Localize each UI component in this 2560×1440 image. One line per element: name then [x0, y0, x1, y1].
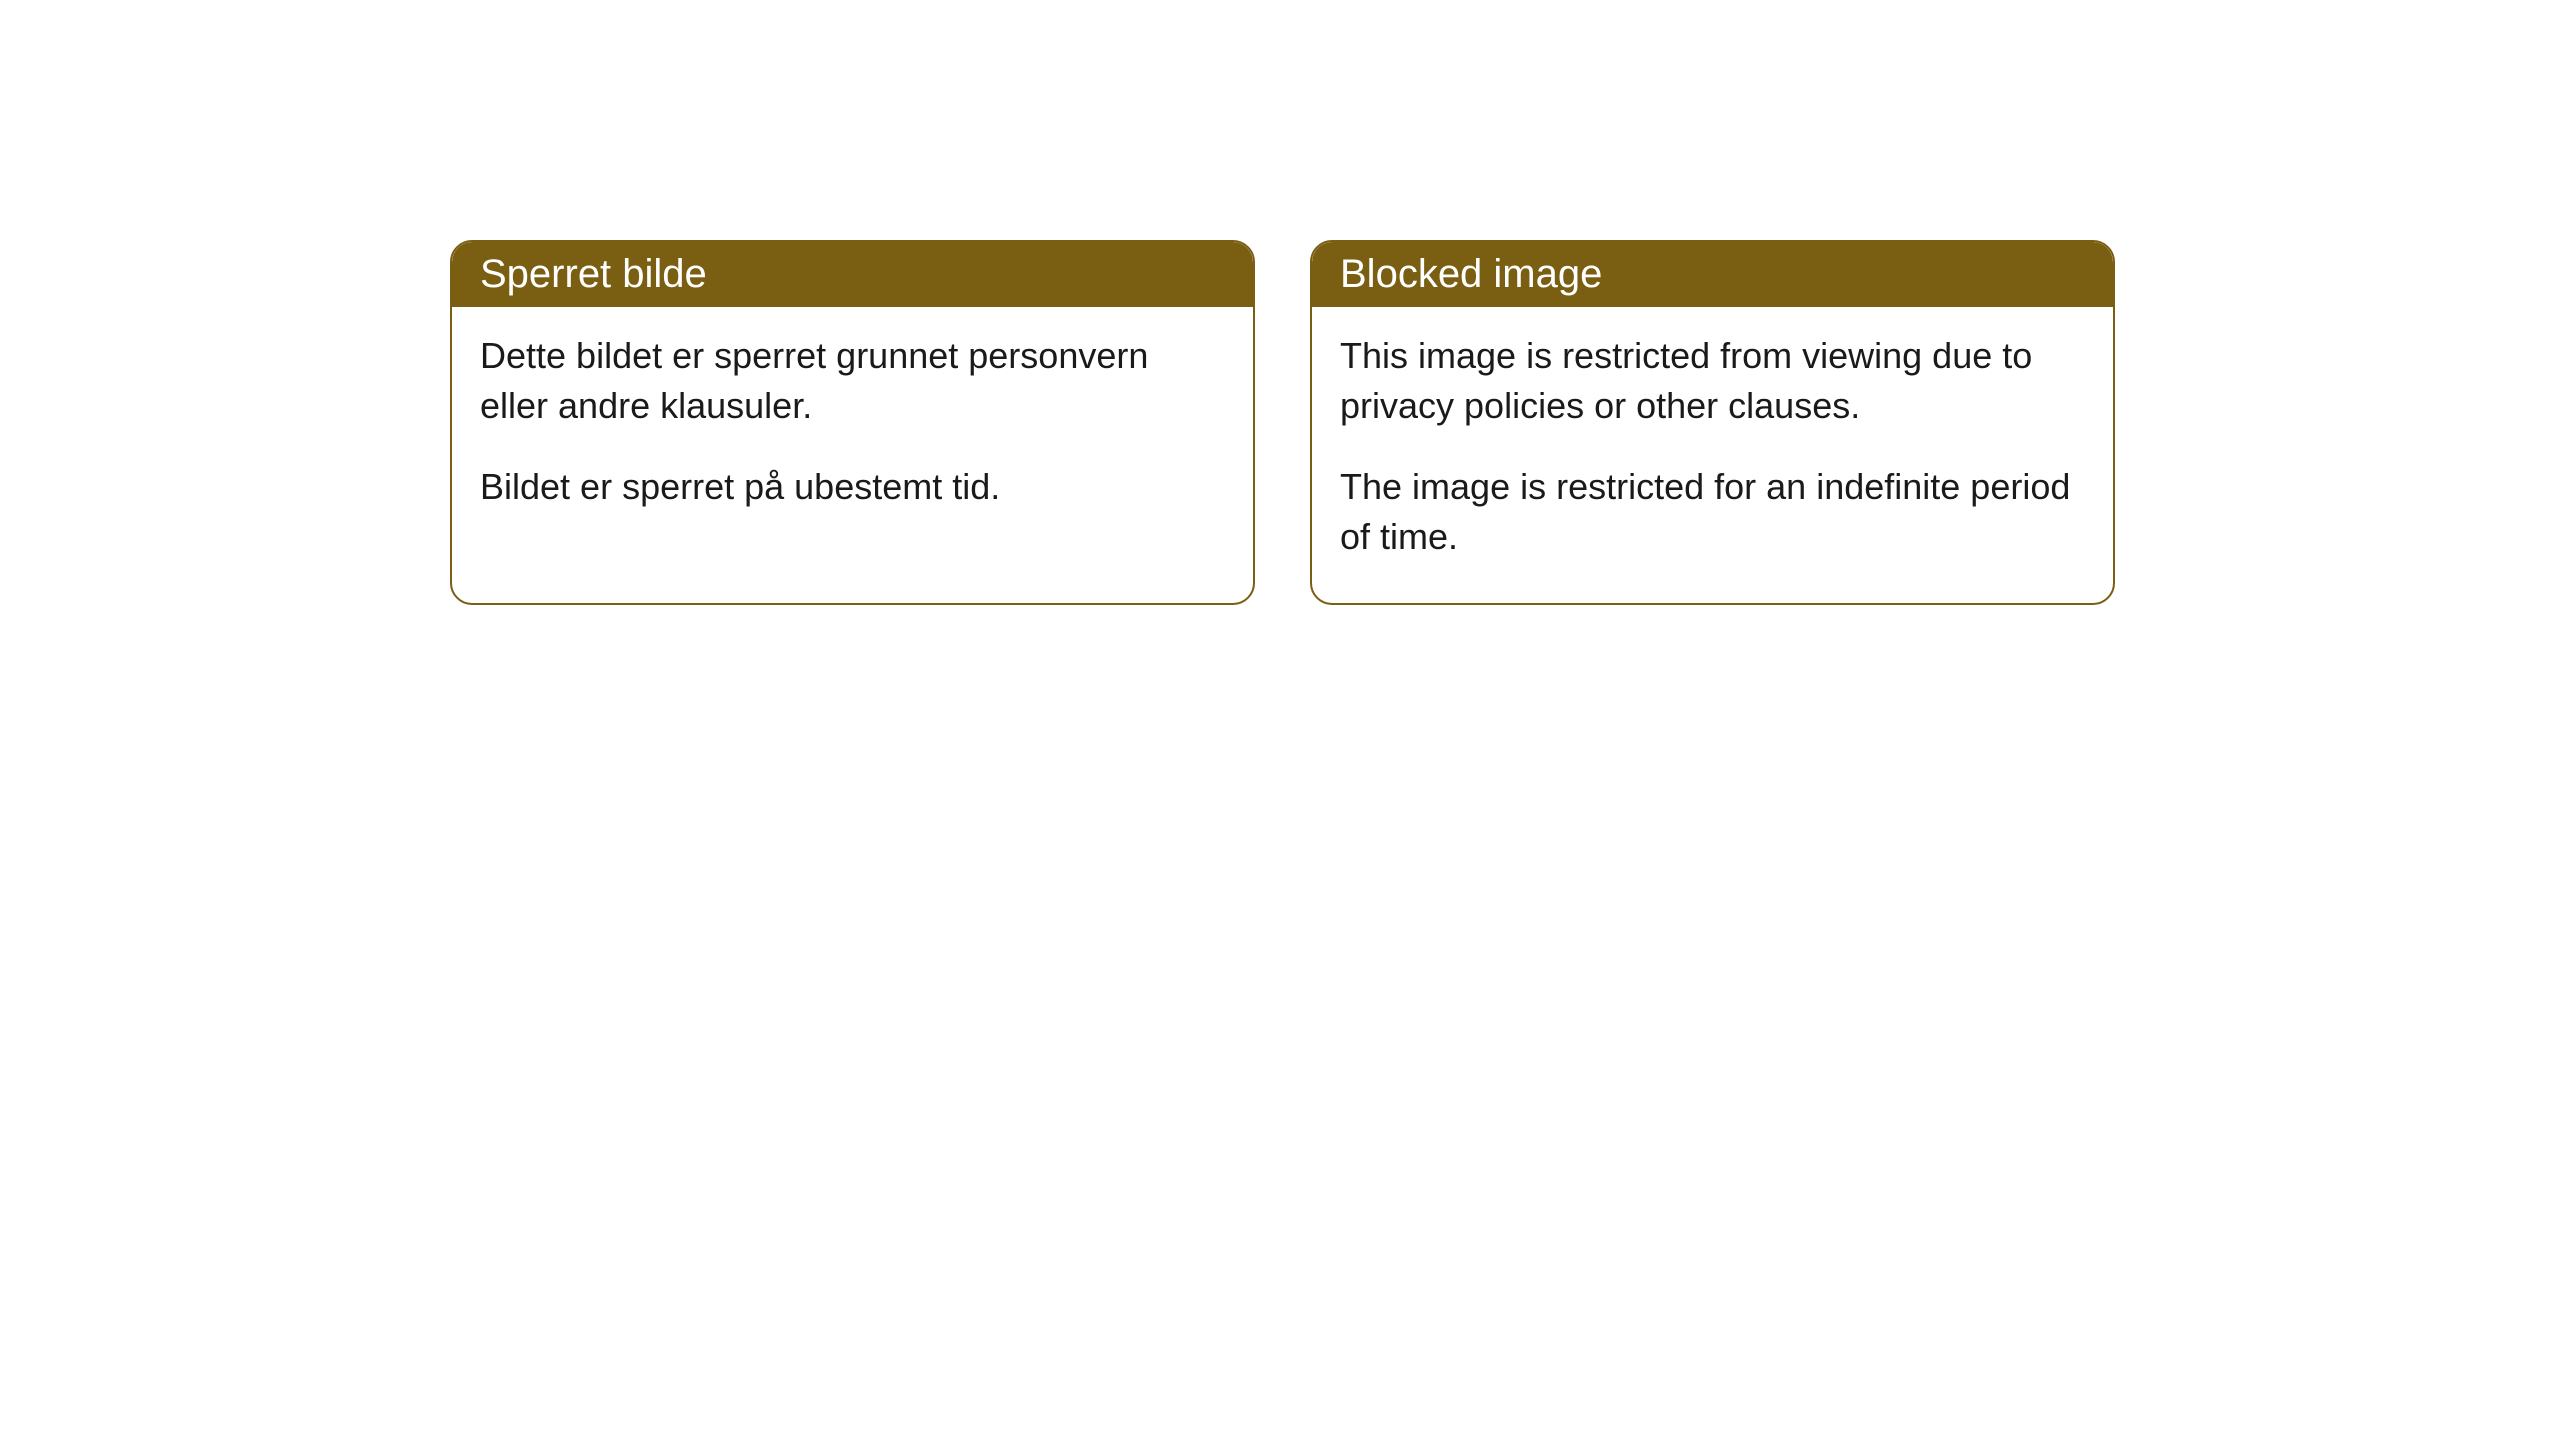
card-paragraph: Dette bildet er sperret grunnet personve… [480, 331, 1225, 432]
card-header-norwegian: Sperret bilde [452, 242, 1253, 307]
card-paragraph: This image is restricted from viewing du… [1340, 331, 2085, 432]
card-body-norwegian: Dette bildet er sperret grunnet personve… [452, 307, 1253, 552]
blocked-image-card-english: Blocked image This image is restricted f… [1310, 240, 2115, 605]
blocked-image-card-norwegian: Sperret bilde Dette bildet er sperret gr… [450, 240, 1255, 605]
card-body-english: This image is restricted from viewing du… [1312, 307, 2113, 603]
notice-cards-container: Sperret bilde Dette bildet er sperret gr… [0, 0, 2560, 605]
card-paragraph: The image is restricted for an indefinit… [1340, 462, 2085, 563]
card-paragraph: Bildet er sperret på ubestemt tid. [480, 462, 1225, 512]
card-header-english: Blocked image [1312, 242, 2113, 307]
